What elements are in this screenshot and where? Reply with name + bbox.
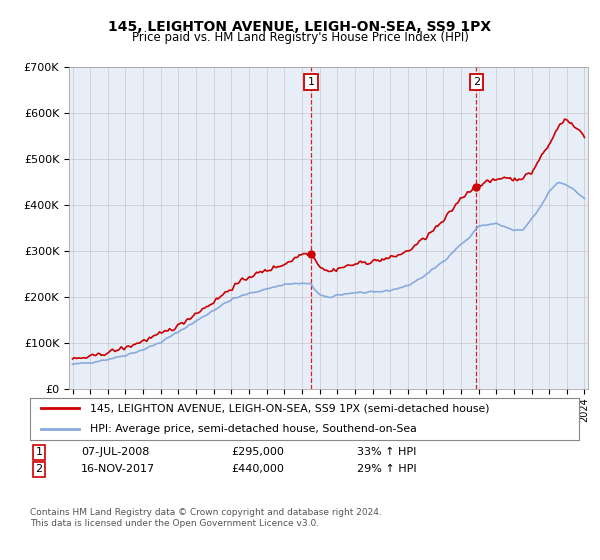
Text: 33% ↑ HPI: 33% ↑ HPI bbox=[357, 447, 416, 458]
Text: HPI: Average price, semi-detached house, Southend-on-Sea: HPI: Average price, semi-detached house,… bbox=[91, 424, 417, 434]
Text: £440,000: £440,000 bbox=[231, 464, 284, 474]
Text: Price paid vs. HM Land Registry's House Price Index (HPI): Price paid vs. HM Land Registry's House … bbox=[131, 31, 469, 44]
Text: 1: 1 bbox=[35, 447, 43, 458]
Text: 145, LEIGHTON AVENUE, LEIGH-ON-SEA, SS9 1PX: 145, LEIGHTON AVENUE, LEIGH-ON-SEA, SS9 … bbox=[109, 20, 491, 34]
Text: 16-NOV-2017: 16-NOV-2017 bbox=[81, 464, 155, 474]
Text: 29% ↑ HPI: 29% ↑ HPI bbox=[357, 464, 416, 474]
Text: 2: 2 bbox=[473, 77, 480, 87]
Text: £295,000: £295,000 bbox=[231, 447, 284, 458]
Text: 07-JUL-2008: 07-JUL-2008 bbox=[81, 447, 149, 458]
Text: 1: 1 bbox=[308, 77, 314, 87]
Text: Contains HM Land Registry data © Crown copyright and database right 2024.: Contains HM Land Registry data © Crown c… bbox=[30, 508, 382, 517]
Text: 145, LEIGHTON AVENUE, LEIGH-ON-SEA, SS9 1PX (semi-detached house): 145, LEIGHTON AVENUE, LEIGH-ON-SEA, SS9 … bbox=[91, 403, 490, 413]
Text: 2: 2 bbox=[35, 464, 43, 474]
Text: This data is licensed under the Open Government Licence v3.0.: This data is licensed under the Open Gov… bbox=[30, 519, 319, 528]
